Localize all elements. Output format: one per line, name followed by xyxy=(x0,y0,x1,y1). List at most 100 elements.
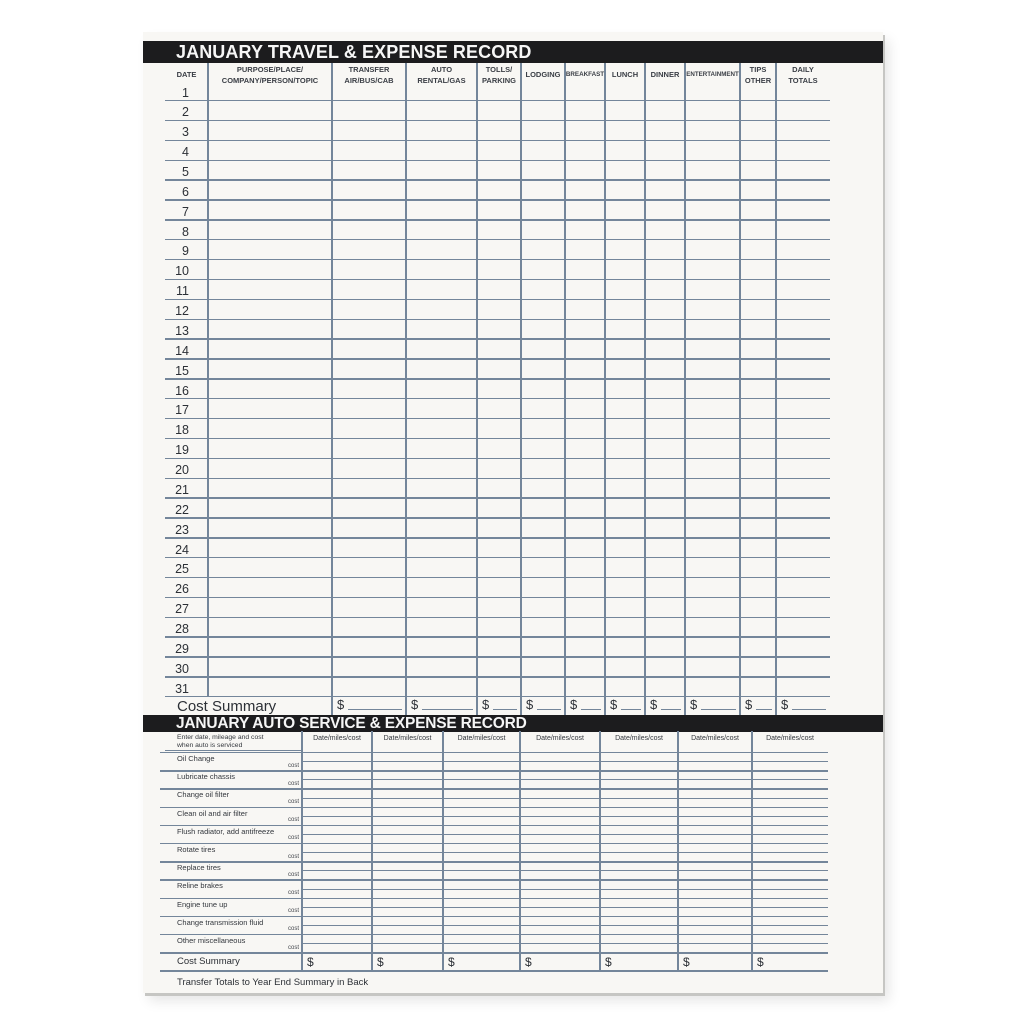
service-row-label: Oil Change xyxy=(177,754,215,763)
grid-horizontal-line xyxy=(165,159,830,161)
travel-column-header-line: RENTAL/GAS xyxy=(417,75,466,85)
total-writing-line xyxy=(756,709,772,711)
grid-horizontal-line xyxy=(160,824,828,827)
grid-vertical-line xyxy=(599,731,601,971)
currency-sign: $ xyxy=(411,697,419,712)
currency-sign: $ xyxy=(690,697,698,712)
grid-horizontal-line xyxy=(165,378,830,380)
date-number: 19 xyxy=(175,443,189,458)
grid-horizontal-line xyxy=(165,477,830,479)
service-mid-line xyxy=(302,870,828,872)
grid-horizontal-line xyxy=(165,278,830,281)
travel-column-header: PURPOSE/PLACE/COMPANY/PERSON/TOPIC xyxy=(208,63,332,88)
date-number: 28 xyxy=(175,621,189,636)
service-mid-line xyxy=(302,779,828,781)
grid-vertical-line xyxy=(775,63,777,715)
auto-record-title: JANUARY AUTO SERVICE & EXPENSE RECORD xyxy=(176,714,527,732)
date-number: 5 xyxy=(182,164,189,179)
intro-underline xyxy=(165,749,302,751)
service-row-label: Engine tune up xyxy=(177,899,228,909)
grid-horizontal-line xyxy=(165,298,830,301)
date-number: 13 xyxy=(175,323,189,338)
currency-sign: $ xyxy=(605,954,612,969)
total-writing-line xyxy=(792,709,826,711)
grid-horizontal-line xyxy=(160,879,828,881)
date-number: 9 xyxy=(182,244,189,259)
currency-sign: $ xyxy=(337,697,345,712)
auto-column-header: Date/miles/cost xyxy=(691,735,739,742)
travel-column-header-line: TIPS xyxy=(749,65,767,74)
grid-horizontal-line xyxy=(165,318,830,320)
service-mid-line xyxy=(302,924,828,926)
grid-vertical-line xyxy=(564,63,566,715)
grid-horizontal-line xyxy=(165,338,830,340)
travel-column-header-line: TOTALS xyxy=(788,75,818,85)
grid-horizontal-line xyxy=(165,497,830,499)
grid-vertical-line xyxy=(684,63,686,715)
grid-horizontal-line xyxy=(165,616,830,618)
currency-sign: $ xyxy=(781,697,789,712)
total-writing-line xyxy=(661,709,681,711)
travel-column-header: ENTERTAINMENT xyxy=(685,63,740,88)
grid-vertical-line xyxy=(405,63,407,715)
grid-horizontal-line xyxy=(165,696,830,698)
cost-sublabel: cost xyxy=(287,871,299,878)
service-mid-line xyxy=(302,797,828,799)
travel-column-header-line: TOLLS/ xyxy=(485,65,513,74)
auto-row-header-note: Enter date, mileage and cost when auto is… xyxy=(177,734,299,751)
currency-sign: $ xyxy=(526,697,534,712)
currency-sign: $ xyxy=(448,954,455,969)
date-number: 12 xyxy=(175,304,189,319)
currency-sign: $ xyxy=(570,697,578,712)
travel-column-header: AUTO RENTAL/GAS xyxy=(406,63,477,88)
grid-horizontal-line xyxy=(160,861,828,863)
total-writing-line xyxy=(701,709,736,711)
travel-column-header: DINNER xyxy=(645,63,685,88)
date-number: 11 xyxy=(176,284,189,299)
total-writing-line xyxy=(493,709,517,711)
cost-sublabel: cost xyxy=(287,835,299,842)
travel-column-header-line: COMPANY/PERSON/TOPIC xyxy=(221,75,319,85)
date-number: 18 xyxy=(175,423,189,438)
grid-horizontal-line xyxy=(165,139,830,142)
footer-note: Transfer Totals to Year End Summary in B… xyxy=(177,977,369,988)
grid-horizontal-line xyxy=(165,219,830,221)
currency-sign: $ xyxy=(610,697,618,712)
grid-vertical-line xyxy=(207,63,209,697)
grid-horizontal-line xyxy=(165,100,830,102)
service-row-label: Flush radiator, add antifreeze xyxy=(177,826,275,836)
date-number: 25 xyxy=(175,562,189,577)
travel-column-header: TRANSFER AIR/BUS/CAB xyxy=(332,63,406,88)
currency-sign: $ xyxy=(757,954,764,969)
auto-column-header: Date/miles/cost xyxy=(766,735,814,742)
auto-service-table: Enter date, mileage and cost when auto is… xyxy=(153,731,828,972)
service-row-label: Clean oil and air filter xyxy=(177,808,248,818)
travel-column-header: LODGING xyxy=(521,63,565,88)
grid-horizontal-line xyxy=(165,636,830,638)
date-number: 23 xyxy=(175,522,189,537)
auto-column-header: Date/miles/cost xyxy=(383,735,432,742)
date-number: 27 xyxy=(175,602,189,617)
grid-horizontal-line xyxy=(160,788,828,790)
total-writing-line xyxy=(621,709,641,711)
expense-record-form-sheet: JANUARY TRAVEL & EXPENSE RECORD DATE PURP… xyxy=(143,32,883,993)
date-number: 21 xyxy=(175,482,189,497)
currency-sign: $ xyxy=(650,697,658,712)
grid-horizontal-line xyxy=(160,751,828,753)
cost-sublabel: cost xyxy=(287,762,299,769)
cost-summary-label: Cost Summary xyxy=(177,956,240,968)
service-mid-line xyxy=(302,761,828,763)
travel-column-header-line: TRANSFER xyxy=(348,65,390,74)
grid-horizontal-line xyxy=(165,557,830,559)
date-number: 20 xyxy=(175,463,189,478)
cost-sublabel: cost xyxy=(287,944,299,951)
date-number: 24 xyxy=(175,542,189,557)
cost-summary-label: Cost Summary xyxy=(177,698,277,715)
cost-sublabel: cost xyxy=(287,780,299,787)
service-mid-line xyxy=(302,943,828,945)
grid-horizontal-line xyxy=(160,897,828,899)
date-number: 26 xyxy=(175,582,189,597)
currency-sign: $ xyxy=(482,697,490,712)
grid-vertical-line xyxy=(751,731,753,971)
grid-horizontal-line xyxy=(160,934,828,936)
